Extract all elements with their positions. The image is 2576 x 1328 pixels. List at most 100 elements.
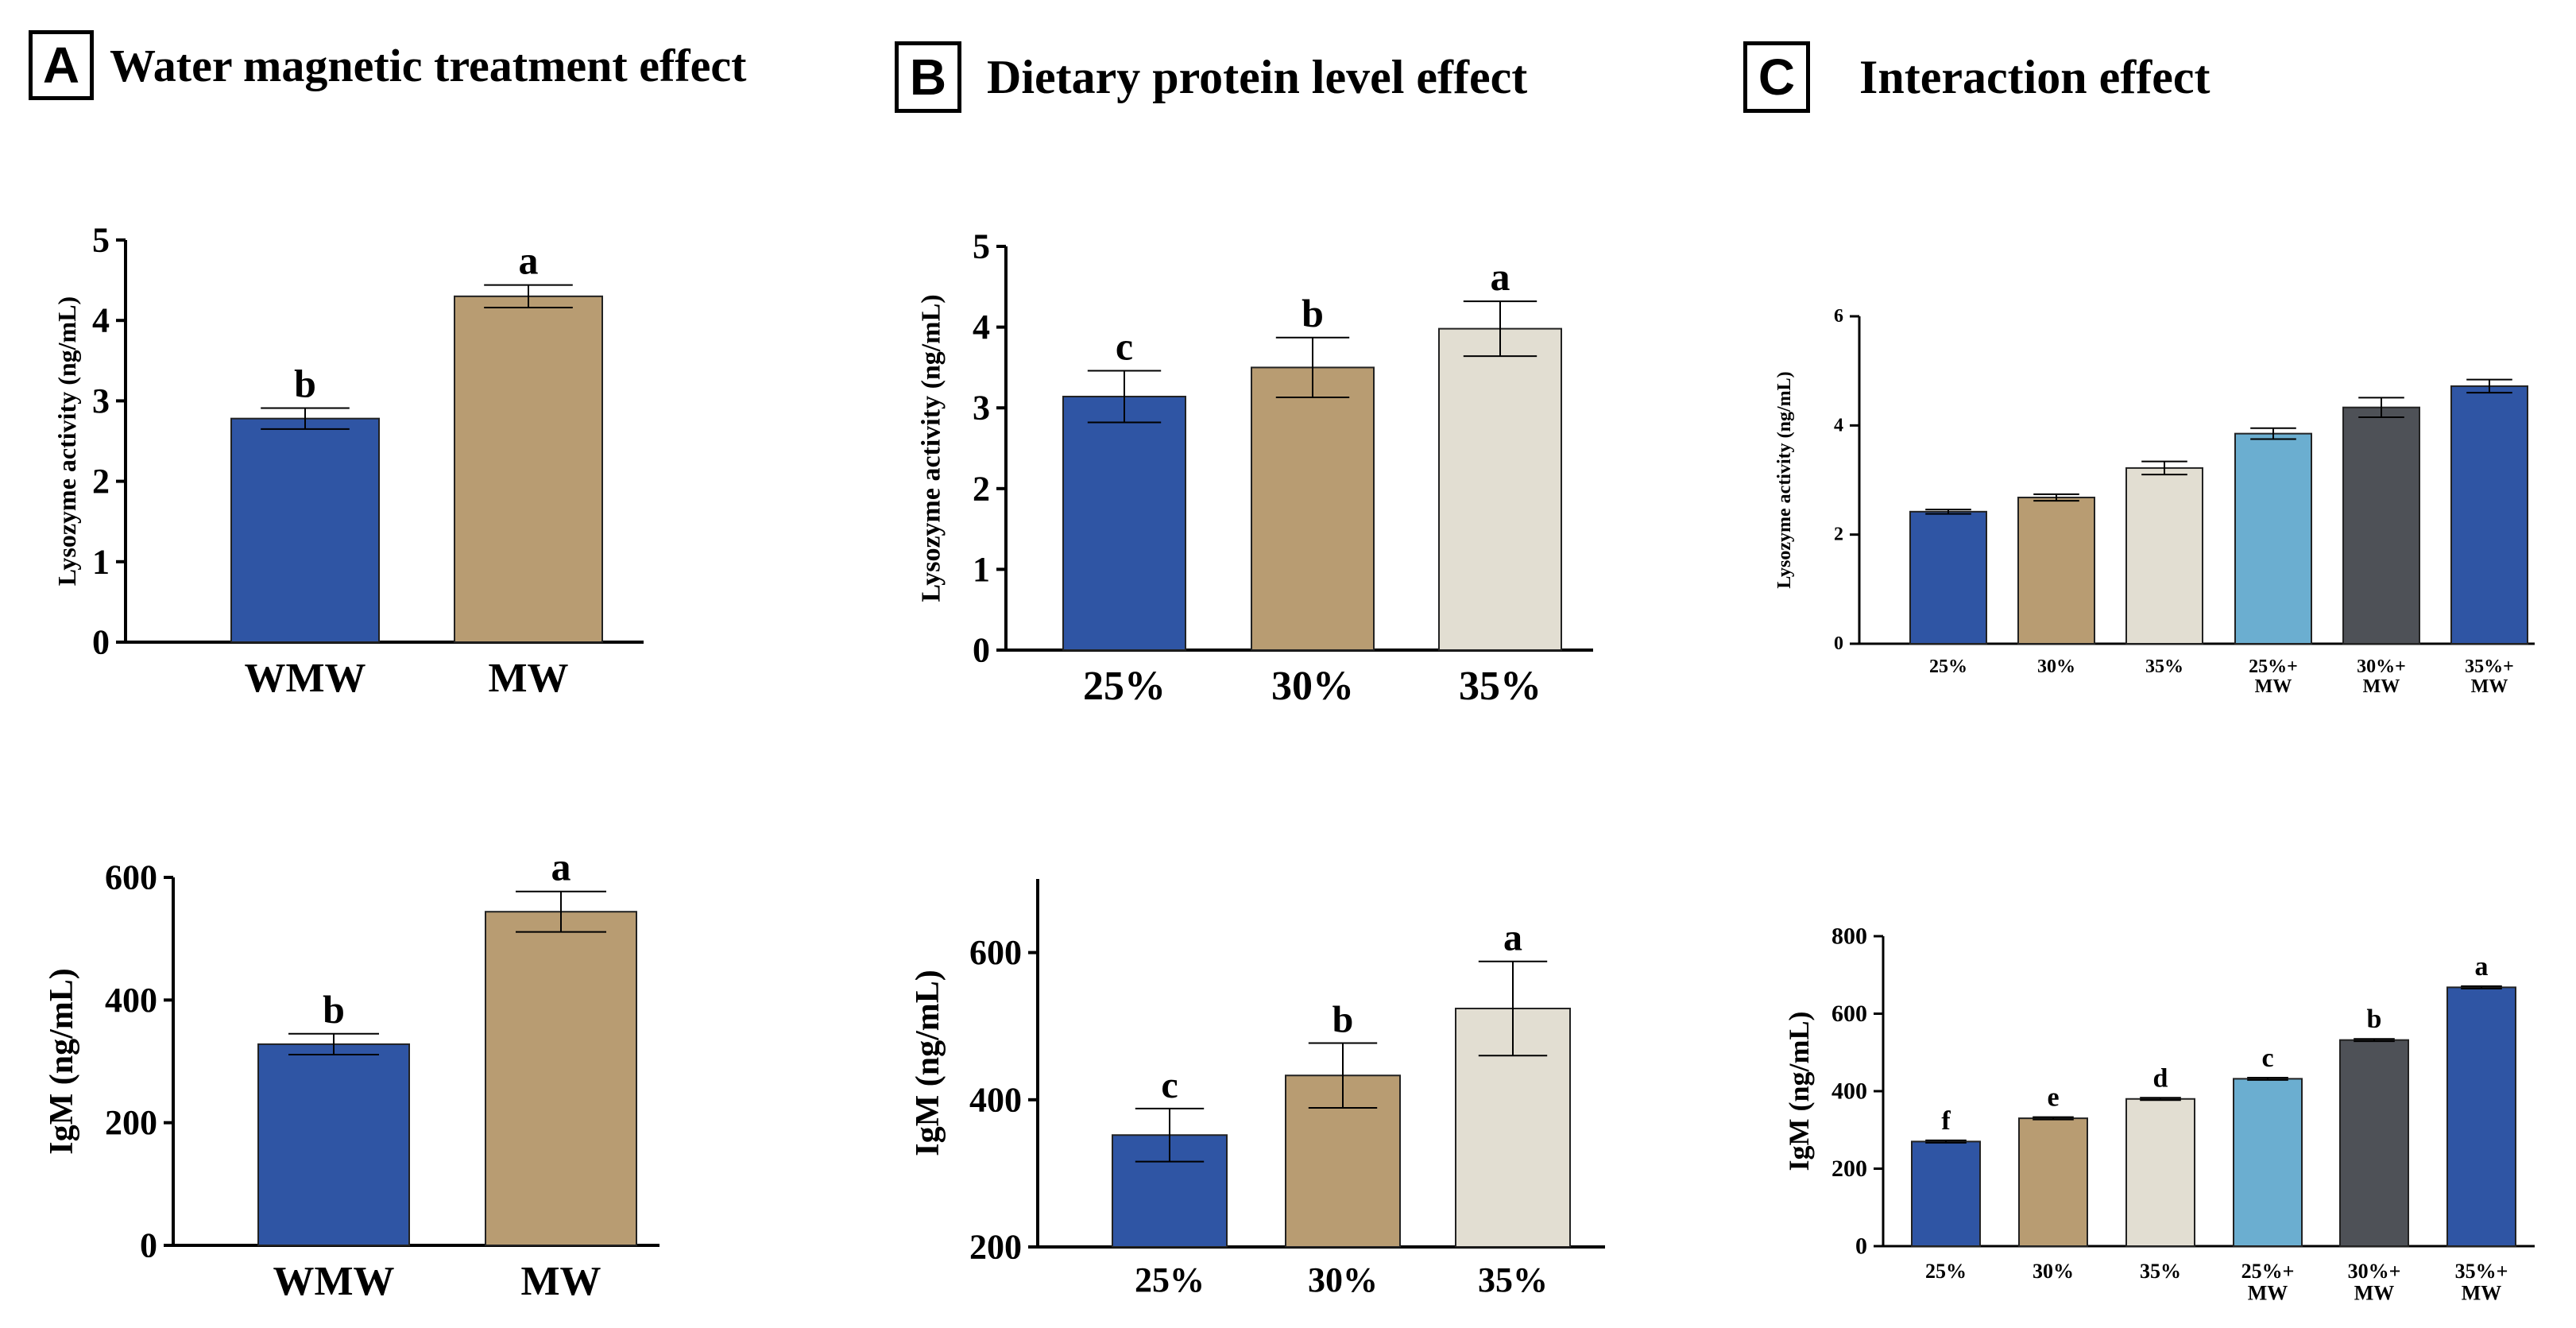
A-lysozyme-sig-letter-1: a: [519, 238, 539, 283]
panel-a-title: Water magnetic treatment effect: [110, 39, 747, 91]
A-lysozyme-ytick-label-3: 3: [92, 381, 110, 420]
C-igm-bar-3: [2233, 1078, 2303, 1248]
C-lysozyme-bar-4: [2342, 406, 2420, 645]
A-lysozyme-category-1: MW: [488, 656, 568, 701]
C-lysozyme-category-1: 30%: [2037, 656, 2075, 677]
panel-b-header: B Dietary protein level effect: [895, 41, 1527, 113]
B-igm-ytick-label-1: 400: [969, 1080, 1022, 1119]
A-lysozyme-ytick-label-4: 4: [92, 301, 110, 340]
A-igm-sig-letter-0: b: [323, 987, 345, 1032]
B-lysozyme-category-2: 35%: [1459, 664, 1541, 709]
B-lysozyme-ytick-label-1: 1: [973, 550, 990, 589]
C-igm-sig-letter-4: b: [2367, 1005, 2382, 1034]
B-igm-sig-letter-2: a: [1503, 917, 1522, 959]
C-igm-bar-1: [2018, 1117, 2088, 1247]
C-igm-sig-letter-2: d: [2153, 1063, 2168, 1093]
C-igm-bar-2: [2125, 1098, 2195, 1247]
C-igm-ytick-label-2: 400: [1831, 1078, 1867, 1105]
C-lysozyme-ytick-label-2: 4: [1834, 415, 1843, 436]
C-igm-bar-4: [2339, 1039, 2409, 1248]
C-lysozyme-ytick-label-0: 0: [1834, 633, 1843, 654]
C-igm-category-3: 25%+ MW: [2241, 1260, 2295, 1304]
A-lysozyme-ytick-label-5: 5: [92, 221, 110, 260]
A-lysozyme-sig-letter-0: b: [294, 362, 316, 406]
A-igm-ytick-label-1: 200: [105, 1103, 157, 1142]
C-igm-sig-letter-1: e: [2047, 1083, 2059, 1113]
panel-b-title: Dietary protein level effect: [987, 50, 1528, 103]
B-igm-ylabel: IgM (ng/mL): [910, 970, 946, 1156]
B-igm-category-0: 25%: [1135, 1260, 1205, 1299]
A-lysozyme-ylabel: Lysozyme activity (ng/mL): [52, 296, 81, 586]
B-igm-sig-letter-1: b: [1332, 998, 1354, 1040]
C-lysozyme-bar-0: [1909, 510, 1987, 645]
A-igm-ytick-label-2: 400: [105, 981, 157, 1020]
C-igm-bar-0: [1911, 1140, 1981, 1247]
A-lysozyme-ytick-label-0: 0: [92, 623, 110, 662]
C-lysozyme-bar-2: [2125, 467, 2203, 645]
C-igm-category-4: 30%+ MW: [2348, 1260, 2401, 1304]
panel-a-letter: A: [29, 30, 94, 100]
C-igm-ytick-label-0: 0: [1855, 1233, 1867, 1260]
C-igm-bar-5: [2446, 986, 2516, 1247]
B-lysozyme-ylabel: Lysozyme activity (ng/mL): [917, 294, 946, 602]
C-igm-sig-letter-3: c: [2261, 1043, 2273, 1073]
B-igm-ytick-label-2: 600: [969, 933, 1022, 972]
panel-b-letter: B: [895, 41, 961, 113]
panel-c-header: C Interaction effect: [1743, 41, 2210, 113]
B-lysozyme-sig-letter-2: a: [1491, 254, 1510, 299]
A-igm-ytick-label-3: 600: [105, 858, 157, 897]
C-igm-ylabel: IgM (ng/mL): [1783, 1012, 1815, 1171]
A-lysozyme-ytick-label-2: 2: [92, 462, 110, 501]
B-igm-ytick-label-0: 200: [969, 1228, 1022, 1267]
B-lysozyme-ytick-label-0: 0: [973, 631, 990, 670]
B-lysozyme-category-0: 25%: [1083, 664, 1166, 709]
B-igm-sig-letter-0: c: [1161, 1064, 1178, 1106]
A-igm-ytick-label-0: 0: [140, 1226, 157, 1265]
C-lysozyme-category-0: 25%: [1929, 656, 1967, 677]
C-igm-ytick-label-1: 200: [1831, 1156, 1867, 1182]
panel-a-header: A Water magnetic treatment effect: [29, 30, 746, 100]
C-lysozyme-bar-5: [2450, 385, 2528, 645]
B-lysozyme-ytick-label-5: 5: [973, 227, 990, 266]
B-lysozyme-category-1: 30%: [1271, 664, 1354, 709]
A-lysozyme-bar-0: [230, 417, 380, 643]
C-igm-category-2: 35%: [2140, 1260, 2181, 1283]
B-lysozyme-ytick-label-3: 3: [973, 389, 990, 428]
C-lysozyme-ylabel: Lysozyme activity (ng/mL): [1774, 371, 1795, 588]
C-igm-ytick-label-3: 600: [1831, 1001, 1867, 1027]
panel-c-letter: C: [1743, 41, 1810, 113]
A-igm-category-1: MW: [520, 1259, 601, 1304]
A-igm-category-0: WMW: [273, 1259, 394, 1304]
B-lysozyme-bar-1: [1251, 366, 1375, 651]
B-lysozyme-sig-letter-0: c: [1116, 323, 1133, 368]
C-igm-sig-letter-5: a: [2475, 952, 2489, 981]
C-igm-category-5: 35%+ MW: [2455, 1260, 2508, 1304]
A-lysozyme-bar-1: [454, 295, 603, 643]
A-lysozyme-ytick-label-1: 1: [92, 542, 110, 581]
panel-c-title: Interaction effect: [1859, 50, 2210, 103]
C-lysozyme-category-4: 30%+ MW: [2357, 656, 2406, 697]
B-lysozyme-ytick-label-4: 4: [973, 308, 990, 347]
C-igm-ytick-label-4: 800: [1831, 923, 1867, 950]
C-lysozyme-bar-1: [2017, 496, 2095, 645]
A-igm-sig-letter-1: a: [551, 845, 571, 889]
B-lysozyme-ytick-label-2: 2: [973, 469, 990, 508]
C-igm-category-0: 25%: [1925, 1260, 1967, 1283]
A-lysozyme-category-0: WMW: [244, 656, 366, 701]
A-igm-bar-1: [485, 911, 637, 1247]
B-lysozyme-sig-letter-1: b: [1302, 291, 1324, 335]
C-lysozyme-ytick-label-3: 6: [1834, 306, 1843, 327]
C-lysozyme-bar-3: [2234, 432, 2312, 645]
A-igm-ylabel: IgM (ng/mL): [44, 968, 80, 1155]
C-igm-category-1: 30%: [2033, 1260, 2074, 1283]
B-igm-category-1: 30%: [1308, 1260, 1378, 1299]
C-lysozyme-category-5: 35%+ MW: [2465, 656, 2514, 697]
B-lysozyme-bar-0: [1062, 395, 1186, 651]
C-lysozyme-ytick-label-1: 2: [1834, 525, 1843, 545]
C-lysozyme-category-3: 25%+ MW: [2249, 656, 2298, 697]
B-lysozyme-bar-2: [1438, 327, 1562, 651]
A-igm-bar-0: [257, 1043, 410, 1246]
C-igm-sig-letter-0: f: [1941, 1106, 1951, 1136]
C-lysozyme-category-2: 35%: [2145, 656, 2183, 677]
